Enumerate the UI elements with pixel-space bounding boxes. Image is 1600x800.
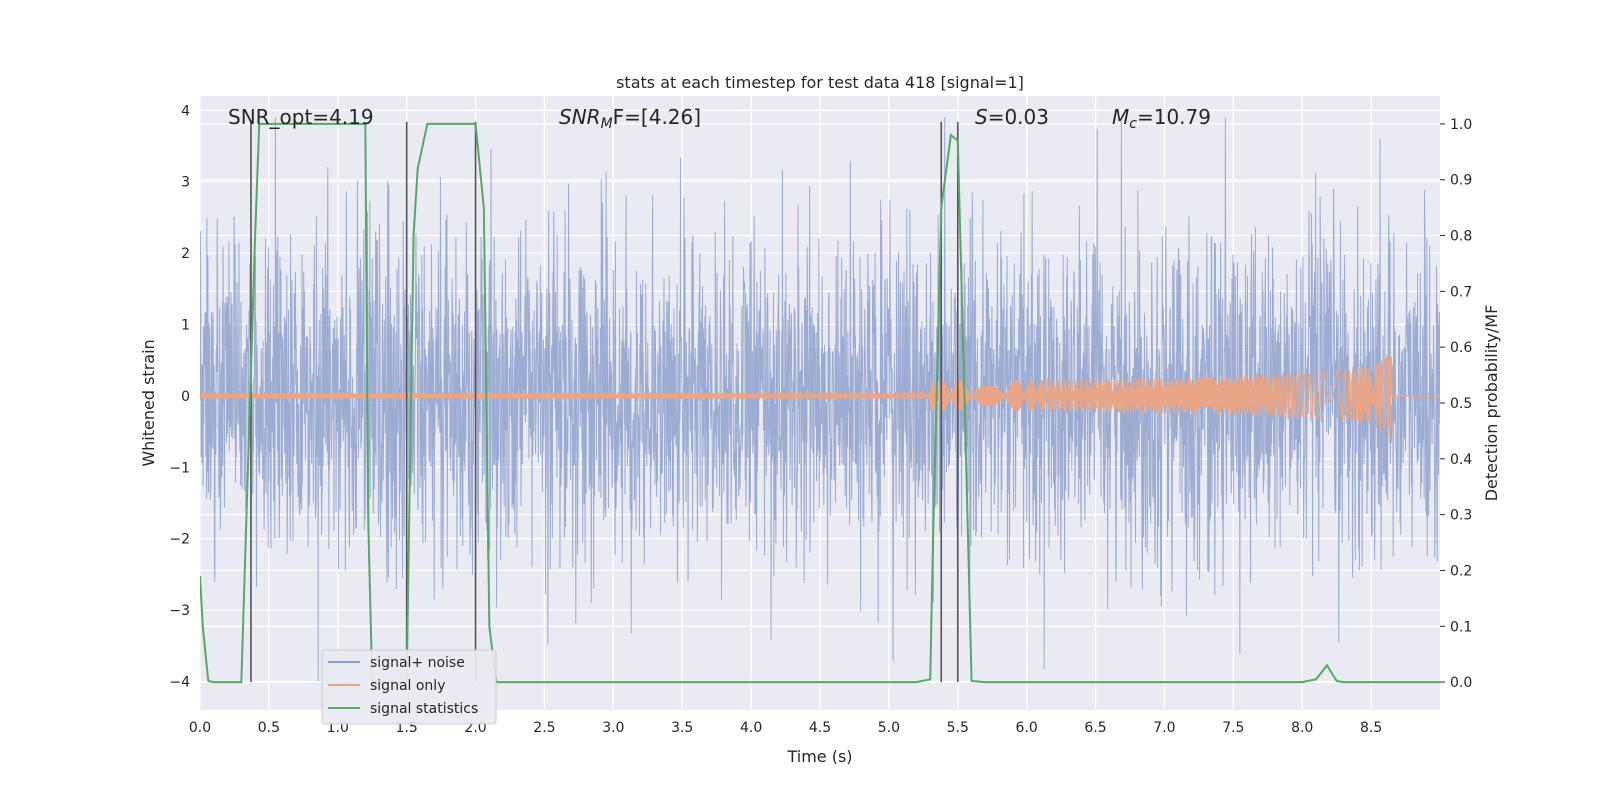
- y-tick-label-left: 3: [181, 175, 190, 191]
- y-tick-label-right: 0.6: [1450, 340, 1472, 356]
- x-tick-label: 3.0: [602, 720, 624, 736]
- x-tick-label: 5.5: [947, 720, 969, 736]
- y-tick-label-left: 2: [181, 246, 190, 262]
- x-tick-label: 5.0: [878, 720, 900, 736]
- y-tick-label-right: 0.2: [1450, 563, 1472, 579]
- y-tick-label-right: 1.0: [1450, 117, 1472, 133]
- x-tick-label: 0.0: [189, 720, 211, 736]
- y-tick-label-left: 1: [181, 317, 190, 333]
- legend-label-signal-statistics: signal statistics: [370, 701, 478, 717]
- annotation-mc: Mc=10.79: [1112, 105, 1211, 132]
- chart-title: stats at each timestep for test data 418…: [616, 73, 1024, 92]
- legend-label-signal-noise: signal+ noise: [370, 655, 465, 671]
- x-tick-label: 4.5: [809, 720, 831, 736]
- x-tick-label: 7.0: [1153, 720, 1175, 736]
- vertical-markers: [250, 121, 959, 683]
- y-tick-label-right: 0.8: [1450, 229, 1472, 245]
- x-tick-label: 6.0: [1016, 720, 1038, 736]
- x-tick-label: 7.5: [1222, 720, 1244, 736]
- y-tick-label-left: −2: [169, 532, 190, 548]
- y-tick-label-left: −4: [169, 674, 190, 690]
- y-tick-label-right: 0.3: [1450, 508, 1472, 524]
- annotation-snr-mf: SNRMF=[4.26]: [559, 105, 701, 132]
- x-tick-label: 0.5: [258, 720, 280, 736]
- tick-labels: 0.0 0.5 1.0 1.5 2.0 2.5 3.0 3.5 4.0 4.5 5.0 5.5 6.0 6…: [169, 103, 1472, 736]
- legend: signal+ noise signal only signal statist…: [321, 649, 497, 725]
- x-tick-label: 4.0: [740, 720, 762, 736]
- x-tick-label: 8.0: [1291, 720, 1313, 736]
- y-tick-label-left: 4: [181, 103, 190, 119]
- y-tick-label-right: 0.0: [1450, 675, 1472, 691]
- annotation-snr-opt: SNR_opt=4.19: [228, 105, 374, 129]
- legend-label-signal-only: signal only: [370, 678, 445, 694]
- y-tick-label-right: 0.7: [1450, 284, 1472, 300]
- y-tick-label-left: −1: [169, 460, 190, 476]
- x-tick-label: 8.5: [1360, 720, 1382, 736]
- y-axis-label-right: Detection probability/MF: [1482, 305, 1501, 502]
- annotation-s: S=0.03: [975, 105, 1049, 129]
- y-tick-label-right: 0.5: [1450, 396, 1472, 412]
- x-tick-label: 3.5: [671, 720, 693, 736]
- y-tick-label-left: 0: [181, 389, 190, 405]
- x-tick-label: 2.5: [533, 720, 555, 736]
- legend-box: [321, 649, 497, 725]
- y-tick-label-right: 0.4: [1450, 452, 1472, 468]
- y-axis-label-left: Whitened strain: [139, 339, 158, 466]
- x-axis-label: Time (s): [786, 747, 852, 766]
- y-tick-label-right: 0.1: [1450, 619, 1472, 635]
- y-tick-label-left: −3: [169, 603, 190, 619]
- x-tick-label: 6.5: [1084, 720, 1106, 736]
- y-tick-label-right: 0.9: [1450, 173, 1472, 189]
